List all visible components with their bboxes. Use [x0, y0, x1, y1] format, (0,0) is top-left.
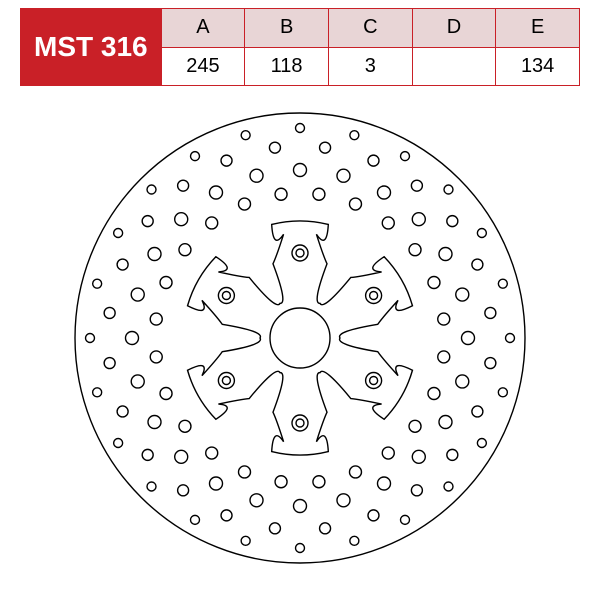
- col-e: E: [496, 9, 579, 47]
- col-b: B: [245, 9, 329, 47]
- val-e: 134: [496, 48, 579, 86]
- brake-disc-drawing: [60, 98, 540, 578]
- spec-header-row: A B C D E: [162, 9, 579, 48]
- spec-header: MST 316 A B C D E 245 118 3 134: [20, 8, 580, 86]
- val-b: 118: [245, 48, 329, 86]
- val-d: [413, 48, 497, 86]
- spec-table: A B C D E 245 118 3 134: [162, 8, 580, 86]
- col-c: C: [329, 9, 413, 47]
- val-c: 3: [329, 48, 413, 86]
- col-a: A: [162, 9, 246, 47]
- col-d: D: [413, 9, 497, 47]
- disc-drawing-wrap: [0, 98, 600, 578]
- spec-value-row: 245 118 3 134: [162, 48, 579, 86]
- part-number: MST 316: [20, 8, 162, 86]
- val-a: 245: [162, 48, 246, 86]
